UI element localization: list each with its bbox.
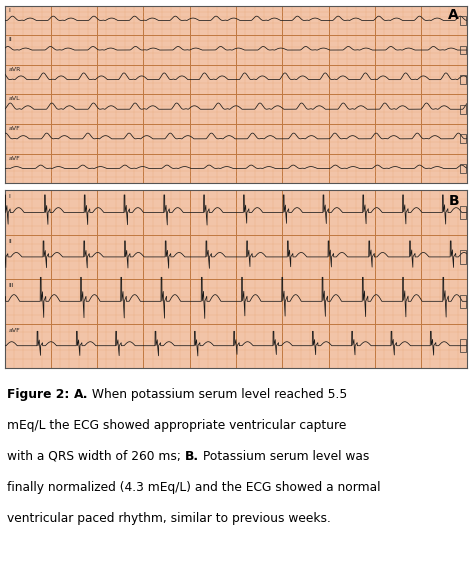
Text: A.: A. (74, 388, 88, 401)
Text: I: I (8, 195, 10, 199)
Text: Potassium serum level was: Potassium serum level was (199, 450, 369, 463)
Text: finally normalized (4.3 mEq/L) and the ECG showed a normal: finally normalized (4.3 mEq/L) and the E… (7, 481, 380, 494)
Text: aVL: aVL (8, 96, 20, 101)
Text: ventricular paced rhythm, similar to previous weeks.: ventricular paced rhythm, similar to pre… (7, 512, 331, 525)
Text: A: A (448, 8, 459, 22)
Text: aVF: aVF (8, 126, 20, 131)
Text: with a QRS width of 260 ms;: with a QRS width of 260 ms; (7, 450, 185, 463)
Bar (460, 339, 466, 353)
Text: II: II (8, 37, 12, 42)
Bar (460, 250, 466, 264)
Text: When potassium serum level reached 5.5: When potassium serum level reached 5.5 (88, 388, 347, 401)
Text: aVR: aVR (8, 67, 21, 72)
Text: Figure 2:: Figure 2: (7, 388, 74, 401)
Bar (460, 134, 466, 143)
Text: aVF: aVF (8, 156, 20, 161)
Bar (460, 46, 466, 54)
Bar (460, 164, 466, 173)
Bar (460, 295, 466, 308)
Text: I: I (8, 7, 10, 12)
Bar (460, 105, 466, 114)
Bar (460, 75, 466, 84)
Bar (460, 206, 466, 219)
Text: III: III (8, 283, 14, 288)
Text: aVF: aVF (8, 328, 20, 333)
Text: mEq/L the ECG showed appropriate ventricular capture: mEq/L the ECG showed appropriate ventric… (7, 419, 346, 432)
Text: II: II (8, 239, 12, 244)
Bar (460, 16, 466, 25)
Text: B.: B. (185, 450, 199, 463)
Text: B: B (448, 194, 459, 208)
